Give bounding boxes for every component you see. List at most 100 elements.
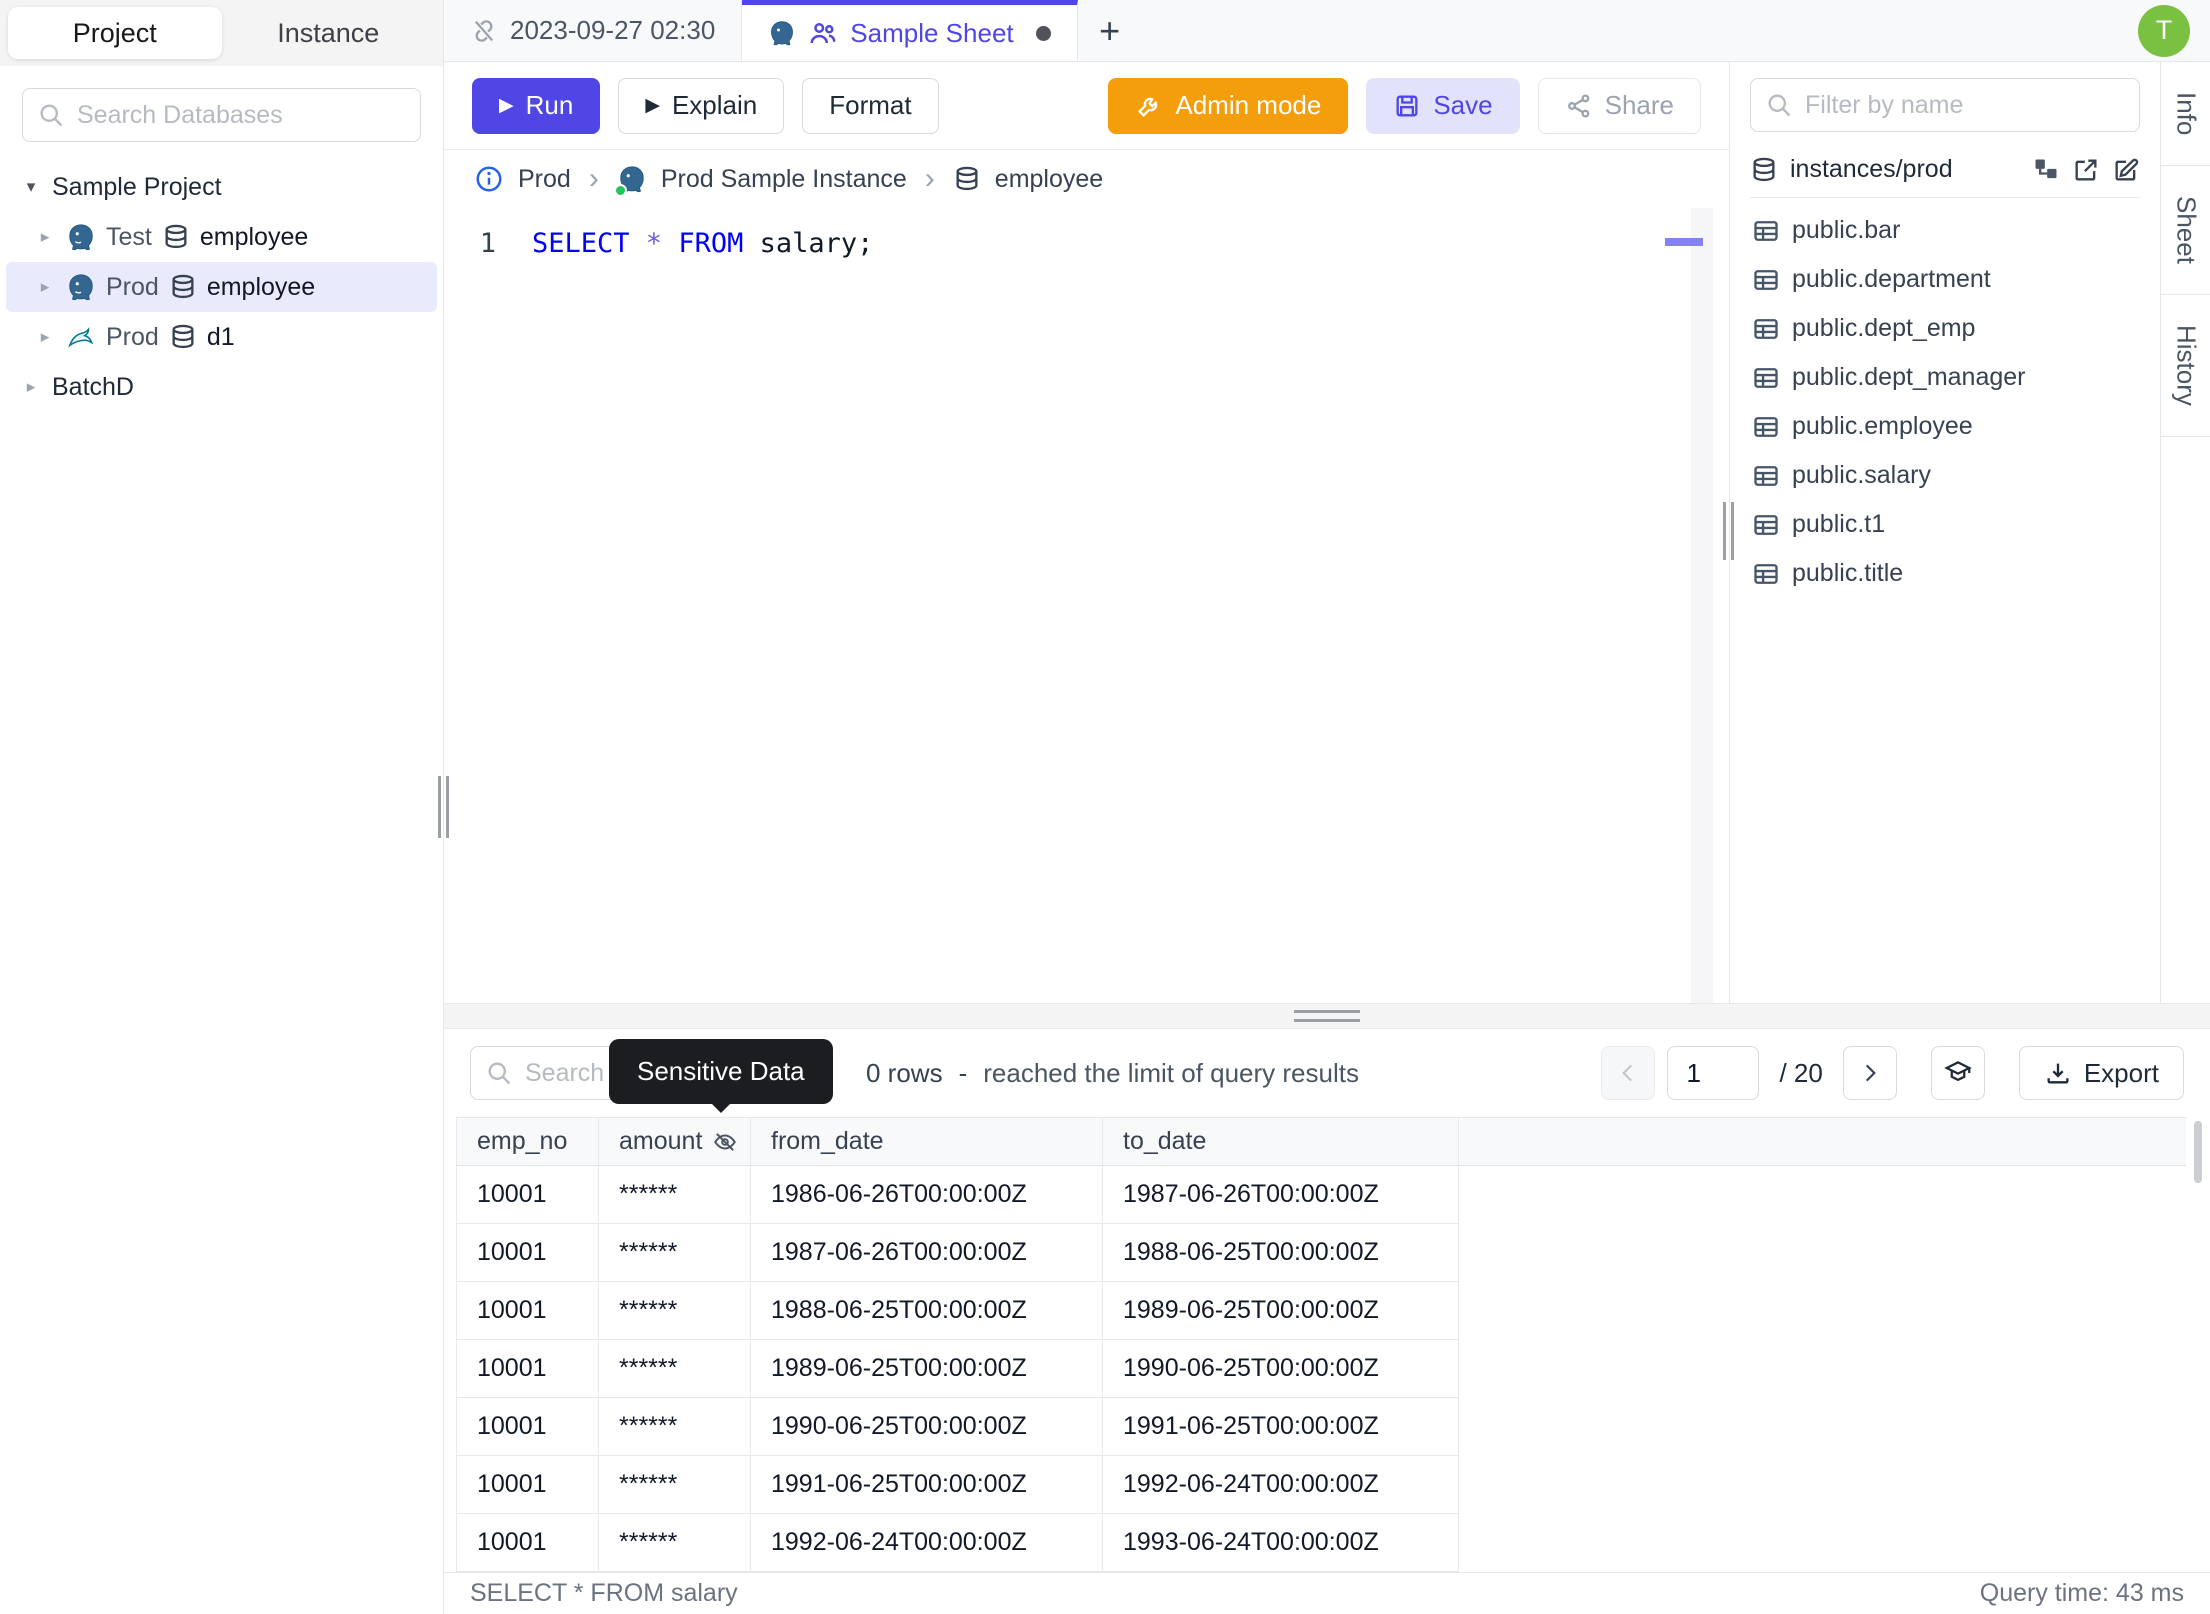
table-list-item[interactable]: public.bar bbox=[1750, 206, 2140, 255]
database-icon bbox=[172, 274, 194, 299]
cell-emp-no: 10001 bbox=[456, 1455, 599, 1514]
tree-node-test-employee[interactable]: ▸ Test employee bbox=[0, 212, 443, 262]
run-button[interactable]: ▶ Run bbox=[472, 77, 601, 134]
sheet-tab-label: Sample Sheet bbox=[850, 17, 1014, 48]
sidebar-tab-switcher: Project Instance bbox=[0, 0, 443, 66]
tree-node-batchd[interactable]: ▸ BatchD bbox=[0, 362, 443, 412]
table-list-item[interactable]: public.title bbox=[1750, 549, 2140, 598]
tree-node-prod-employee-selected[interactable]: ▸ Prod employee bbox=[6, 262, 437, 312]
column-header-emp-no: emp_no bbox=[456, 1117, 599, 1166]
results-table-wrap: emp_no amount from_date to_date 10001 ***… bbox=[444, 1117, 2210, 1572]
search-databases-input[interactable] bbox=[77, 100, 406, 130]
table-icon bbox=[1754, 269, 1778, 290]
chevron-right-icon: ▸ bbox=[40, 227, 50, 246]
unsaved-dot-icon bbox=[1035, 25, 1051, 41]
sheet-tab-active[interactable]: Sample Sheet bbox=[742, 0, 1078, 61]
table-list-item[interactable]: public.dept_manager bbox=[1750, 353, 2140, 402]
executed-query-label: SELECT * FROM salary bbox=[470, 1579, 738, 1607]
chevron-right-icon bbox=[1865, 1064, 1876, 1082]
cell-amount-masked: ****** bbox=[598, 1397, 751, 1456]
share-icon bbox=[1567, 93, 1589, 118]
explain-button[interactable]: ▶ Explain bbox=[618, 77, 785, 134]
tab-sheet[interactable]: Sheet bbox=[2161, 166, 2210, 296]
format-button[interactable]: Format bbox=[802, 77, 939, 134]
editor-minimap[interactable] bbox=[1665, 208, 1713, 1003]
table-icon bbox=[1754, 367, 1778, 388]
edit-icon[interactable] bbox=[2112, 156, 2140, 184]
save-button[interactable]: Save bbox=[1366, 77, 1520, 134]
shared-users-icon bbox=[810, 23, 836, 44]
share-button[interactable]: Share bbox=[1537, 77, 1701, 134]
tab-history[interactable]: History bbox=[2161, 295, 2210, 438]
filter-by-name-input[interactable] bbox=[1805, 90, 2125, 120]
filter-box bbox=[1750, 78, 2140, 132]
tree-node-sample-project[interactable]: ▾ Sample Project bbox=[0, 162, 443, 212]
tab-project[interactable]: Project bbox=[8, 7, 222, 59]
line-number: 1 bbox=[479, 228, 496, 259]
postgresql-icon bbox=[69, 274, 93, 301]
database-icon bbox=[956, 166, 978, 191]
table-scrollbar-thumb[interactable] bbox=[2194, 1121, 2202, 1183]
environment-label: Prod bbox=[106, 272, 159, 301]
postgresql-icon bbox=[620, 166, 644, 193]
side-tab-strip: Info Sheet History bbox=[2160, 62, 2210, 1003]
sql-text: SELECT * FROM salary; bbox=[532, 228, 874, 259]
instance-group-row: instances/prod bbox=[1750, 142, 2140, 198]
breadcrumb: Prod › Prod Sample Instance › employee bbox=[444, 150, 1729, 208]
database-icon bbox=[172, 324, 194, 349]
schema-diagram-icon[interactable] bbox=[2032, 156, 2060, 184]
tree-node-prod-d1[interactable]: ▸ Prod d1 bbox=[0, 312, 443, 362]
table-list-item[interactable]: public.dept_emp bbox=[1750, 304, 2140, 353]
editor-resize-handle[interactable] bbox=[1723, 502, 1734, 560]
user-avatar[interactable]: T bbox=[2138, 4, 2190, 57]
table-list-item[interactable]: public.t1 bbox=[1750, 500, 2140, 549]
admin-mode-button[interactable]: Admin mode bbox=[1108, 77, 1349, 134]
download-icon bbox=[2047, 1063, 2069, 1084]
export-button[interactable]: Export bbox=[2018, 1046, 2184, 1100]
cell-from-date: 1989-06-25T00:00:00Z bbox=[750, 1339, 1103, 1398]
external-link-icon[interactable] bbox=[2072, 156, 2100, 184]
code-line: 1 SELECT * FROM salary; bbox=[444, 228, 1729, 259]
table-row: 10001 ****** 1986-06-26T00:00:00Z 1987-06-2… bbox=[456, 1165, 2187, 1224]
table-row: 10001 ****** 1992-06-24T00:00:00Z 1993-06-2… bbox=[456, 1513, 2187, 1572]
chevron-right-icon: ▸ bbox=[26, 377, 36, 396]
instance-engine-icon bbox=[613, 164, 647, 197]
graduation-cap-button[interactable] bbox=[1930, 1046, 1985, 1100]
results-resize-handle[interactable] bbox=[444, 1003, 2210, 1029]
sheet-tab-unsaved[interactable]: 2023-09-27 02:30 bbox=[444, 0, 743, 61]
table-header-row: emp_no amount from_date to_date bbox=[456, 1117, 2186, 1166]
instance-group-label: instances/prod bbox=[1790, 155, 1953, 183]
prev-page-button[interactable] bbox=[1601, 1046, 1656, 1100]
tab-instance[interactable]: Instance bbox=[277, 17, 380, 48]
results-statusbar: SELECT * FROM salary Query time: 43 ms bbox=[444, 1572, 2210, 1614]
breadcrumb-database[interactable]: employee bbox=[994, 164, 1104, 193]
header-filler bbox=[1458, 1117, 2186, 1166]
info-icon[interactable] bbox=[474, 164, 504, 194]
table-icon bbox=[1754, 465, 1778, 486]
table-list-item[interactable]: public.employee bbox=[1750, 402, 2140, 451]
sidebar-resize-handle[interactable] bbox=[438, 776, 449, 838]
next-page-button[interactable] bbox=[1842, 1046, 1897, 1100]
table-list-item[interactable]: public.department bbox=[1750, 255, 2140, 304]
eye-off-icon[interactable] bbox=[712, 1129, 738, 1155]
page-number-input[interactable] bbox=[1667, 1046, 1760, 1100]
chevron-separator: › bbox=[924, 162, 935, 195]
database-icon bbox=[1753, 157, 1775, 181]
table-icon bbox=[1754, 563, 1778, 584]
drag-handle-icon bbox=[1294, 1010, 1360, 1022]
table-row: 10001 ****** 1988-06-25T00:00:00Z 1989-06-2… bbox=[456, 1281, 2187, 1340]
cell-to-date: 1992-06-24T00:00:00Z bbox=[1102, 1455, 1459, 1514]
breadcrumb-environment[interactable]: Prod bbox=[518, 164, 571, 193]
results-summary: 0 rows - reached the limit of query resu… bbox=[866, 1058, 1359, 1089]
chevron-down-icon: ▾ bbox=[26, 177, 36, 196]
sql-editor[interactable]: 1 SELECT * FROM salary; bbox=[444, 208, 1729, 1003]
breadcrumb-instance[interactable]: Prod Sample Instance bbox=[660, 164, 907, 193]
cell-from-date: 1991-06-25T00:00:00Z bbox=[750, 1455, 1103, 1514]
cell-emp-no: 10001 bbox=[456, 1339, 599, 1398]
tab-info[interactable]: Info bbox=[2161, 62, 2210, 167]
cell-to-date: 1990-06-25T00:00:00Z bbox=[1102, 1339, 1459, 1398]
add-sheet-button[interactable]: + bbox=[1099, 9, 1121, 51]
table-list-item[interactable]: public.salary bbox=[1750, 451, 2140, 500]
minimap-line-mark bbox=[1665, 238, 1703, 246]
